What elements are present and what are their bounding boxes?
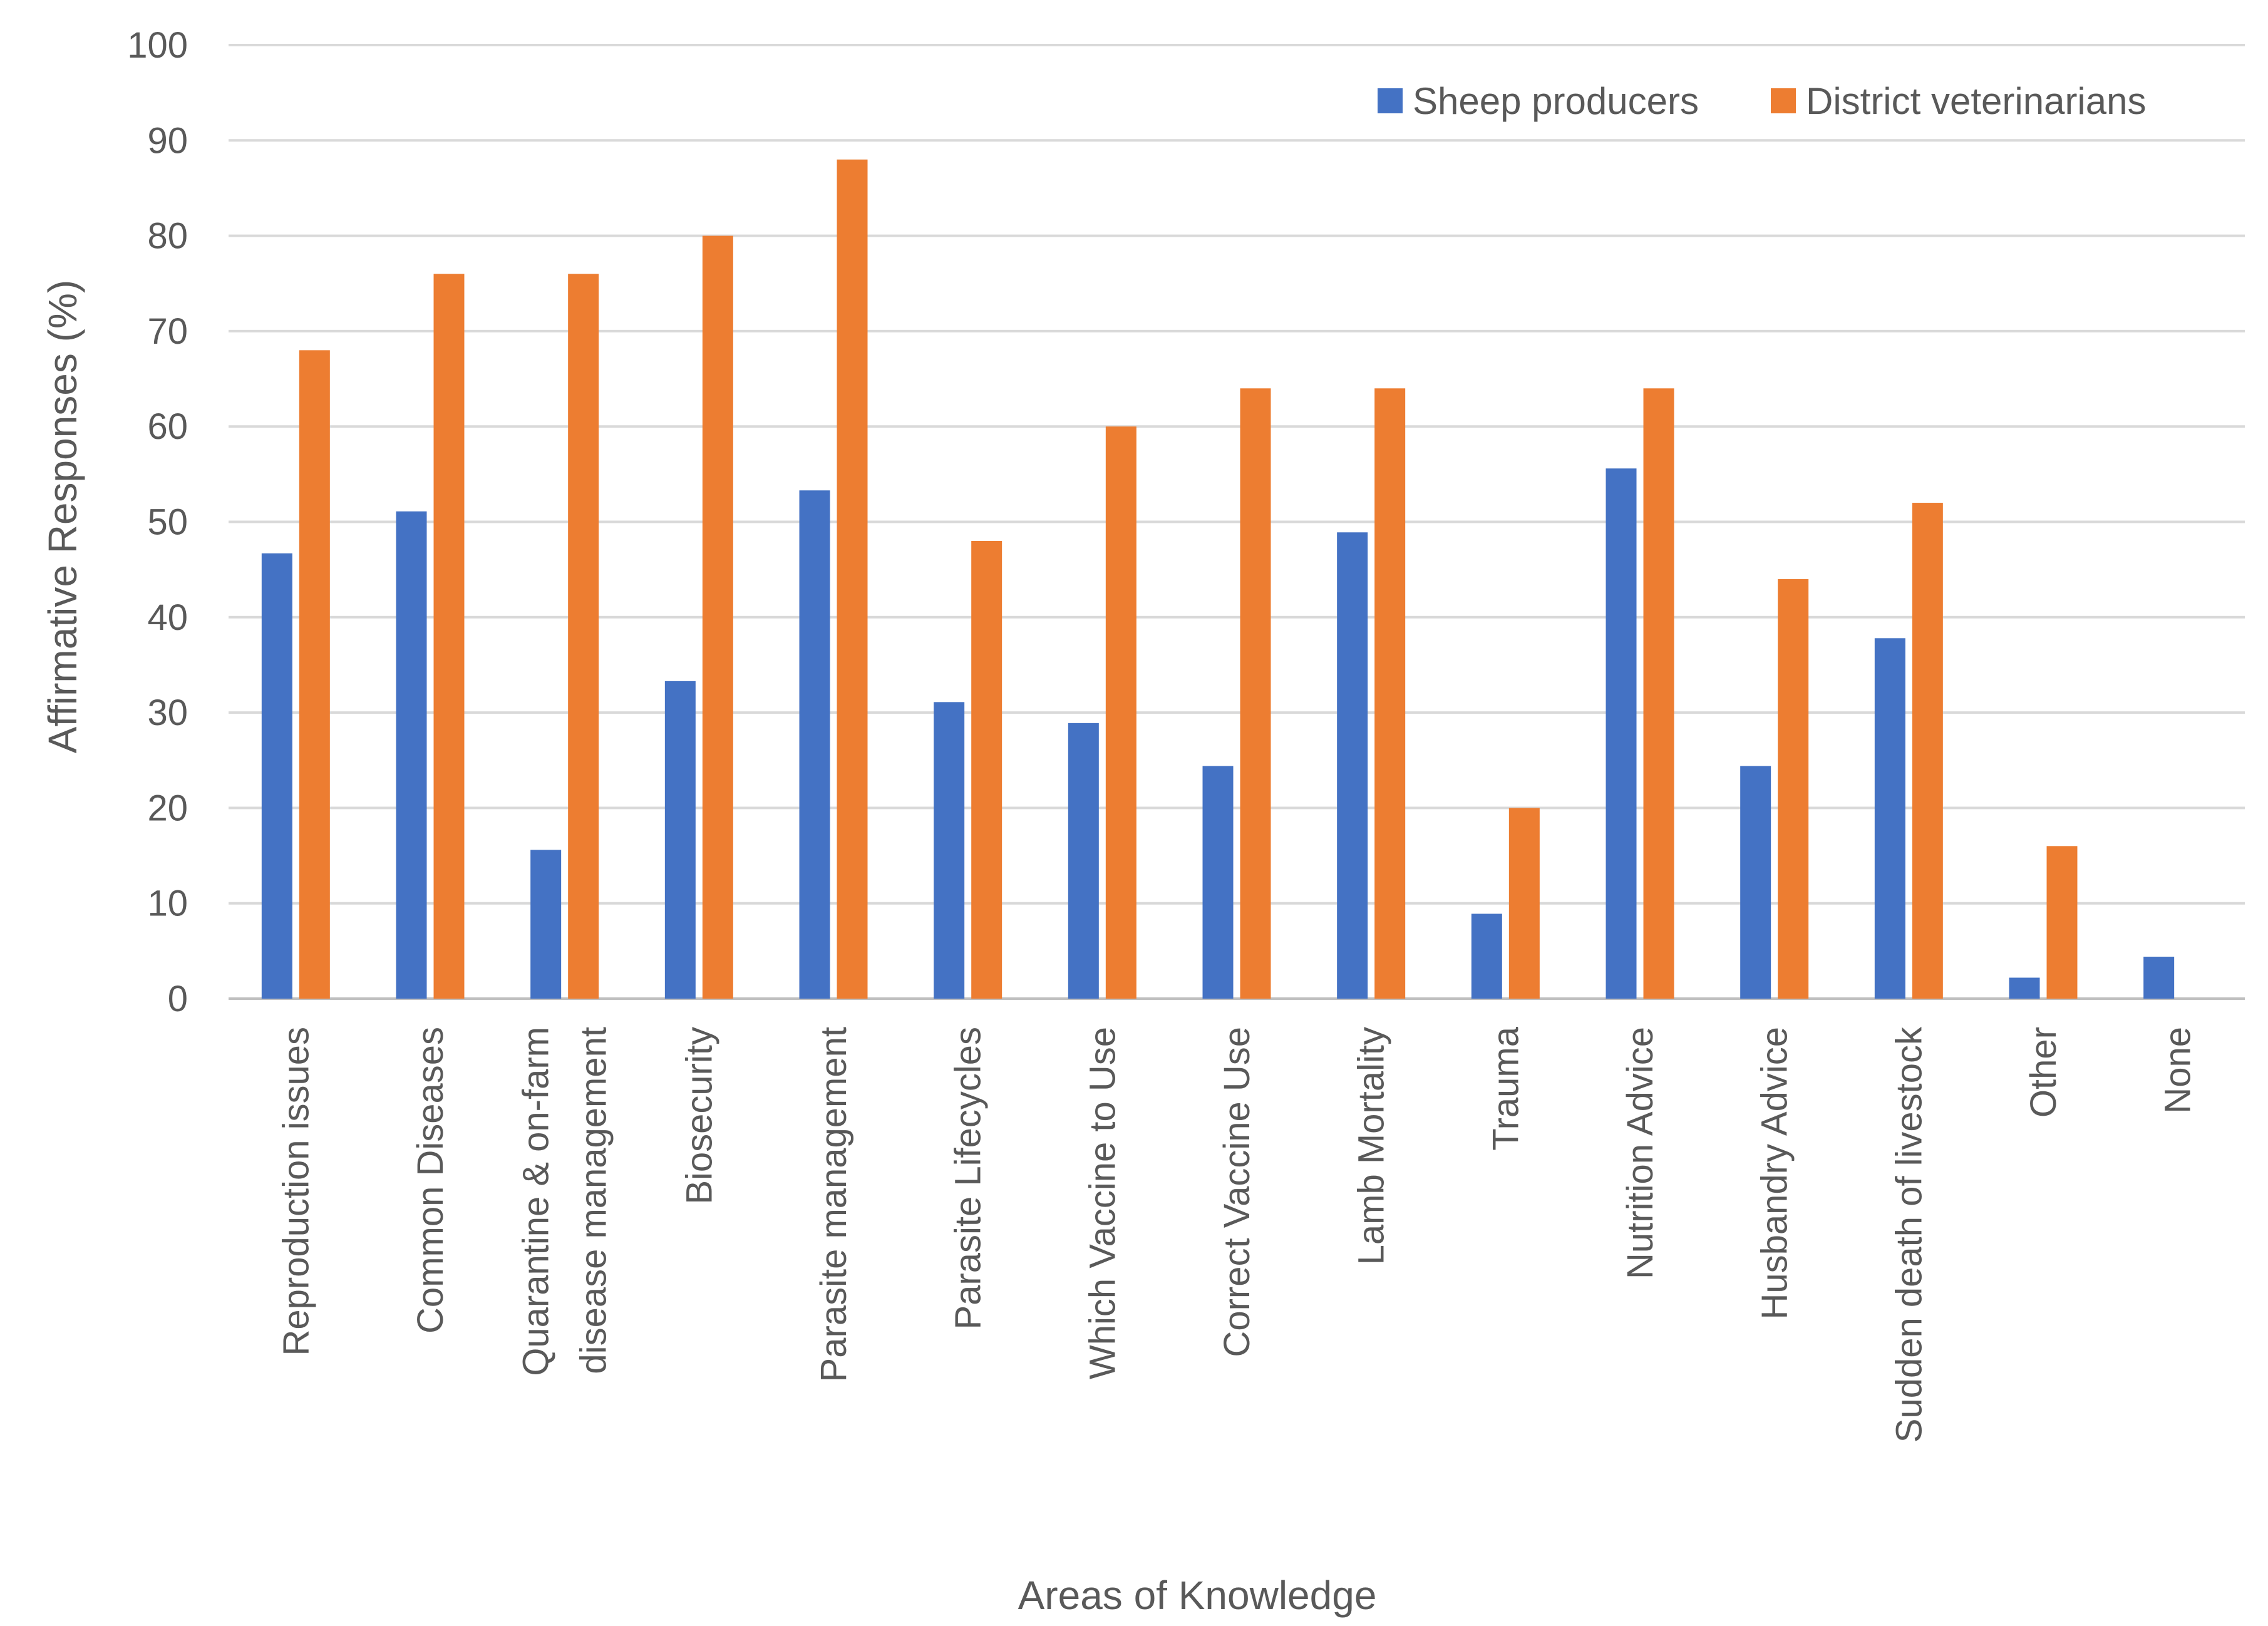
x-category-label-husbandry-advice: Husbandry Advice	[1755, 1027, 1795, 1319]
bar-district-veterinarians-trauma	[1508, 808, 1540, 999]
x-axis-title: Areas of Knowledge	[1018, 1573, 1377, 1618]
y-axis-ticks: 0 10 20 30 40 50 60 70 80 90 100	[127, 25, 188, 1019]
x-category-label-nutrition-advice: Nutrition Advice	[1620, 1027, 1661, 1279]
y-tick-label-30: 30	[147, 692, 188, 733]
bar-district-veterinarians-common-diseases	[433, 274, 465, 999]
legend-label-sheep-producers: Sheep producers	[1413, 80, 1699, 122]
gridlines	[229, 44, 2245, 1000]
y-tick-label-40: 40	[147, 597, 188, 638]
y-tick-label-0: 0	[168, 979, 188, 1019]
bar-district-veterinarians-reproduction-issues	[299, 350, 330, 999]
bar-sheep-producers-which-vaccine-to-use	[1068, 723, 1099, 999]
x-category-label-trauma: Trauma	[1485, 1026, 1526, 1150]
bar-sheep-producers-other	[2009, 977, 2040, 999]
y-tick-label-60: 60	[147, 406, 188, 447]
bar-sheep-producers-correct-vaccine-use	[1202, 766, 1234, 999]
legend-swatch-sheep-producers	[1378, 88, 1403, 113]
y-axis-title: Affirmative Responses (%)	[40, 280, 85, 753]
bar-sheep-producers-parasite-management	[799, 490, 830, 999]
y-tick-label-70: 70	[147, 311, 188, 352]
y-tick-label-50: 50	[147, 502, 188, 543]
legend: Sheep producers District veterinarians	[1378, 80, 2147, 122]
x-category-label-reproduction-issues: Reproduction issues	[276, 1027, 316, 1356]
y-tick-label-20: 20	[147, 788, 188, 828]
bar-sheep-producers-sudden-death-of-livestock	[1874, 638, 1905, 999]
bar-sheep-producers-husbandry-advice	[1740, 766, 1771, 999]
bar-sheep-producers-trauma	[1471, 913, 1502, 999]
bar-district-veterinarians-parasite-management	[837, 159, 868, 999]
y-tick-label-10: 10	[147, 883, 188, 924]
x-category-label-quarantine-and-on-farm-disease-management-line-1: Quarantine & on-farm	[516, 1027, 557, 1376]
x-category-label-parasite-lifecycles: Parasite Lifecycles	[948, 1027, 989, 1330]
x-category-label-which-vaccine-to-use: Which Vaccine to Use	[1082, 1027, 1123, 1379]
bar-district-veterinarians-correct-vaccine-use	[1240, 388, 1271, 999]
x-category-label-biosecurity: Biosecurity	[679, 1027, 719, 1205]
bar-sheep-producers-common-diseases	[396, 511, 427, 999]
x-category-label-none: None	[2158, 1027, 2198, 1114]
x-axis-category-labels: Reproduction issues Common Diseases Quaran…	[276, 1026, 2198, 1443]
x-category-label-other: Other	[2023, 1027, 2064, 1118]
x-category-label-sudden-death-of-livestock: Sudden death of livestock	[1889, 1026, 1929, 1443]
x-category-label-common-diseases: Common Diseases	[410, 1027, 451, 1334]
legend-swatch-district-veterinarians	[1771, 88, 1796, 113]
bar-sheep-producers-biosecurity	[664, 681, 696, 999]
bar-district-veterinarians-which-vaccine-to-use	[1105, 426, 1137, 999]
bar-sheep-producers-nutrition-advice	[1606, 468, 1637, 999]
y-tick-label-100: 100	[127, 25, 188, 66]
bar-district-veterinarians-biosecurity	[702, 235, 733, 999]
y-tick-label-90: 90	[147, 120, 188, 161]
bar-district-veterinarians-sudden-death-of-livestock	[1912, 503, 1943, 999]
x-category-label-parasite-management: Parasite management	[813, 1027, 854, 1382]
x-category-label-quarantine-and-on-farm-disease-management-line-2: disease management	[574, 1027, 614, 1374]
x-category-label-lamb-mortality: Lamb Mortality	[1351, 1027, 1392, 1265]
bar-district-veterinarians-quarantine-and-on-farm-disease-management	[568, 274, 599, 999]
bar-district-veterinarians-nutrition-advice	[1643, 388, 1674, 999]
y-tick-label-80: 80	[147, 216, 188, 257]
bar-district-veterinarians-other	[2046, 846, 2078, 999]
bar-district-veterinarians-husbandry-advice	[1778, 579, 1809, 999]
bar-district-veterinarians-lamb-mortality	[1374, 388, 1406, 999]
bar-sheep-producers-lamb-mortality	[1337, 532, 1368, 999]
bar-district-veterinarians-parasite-lifecycles	[971, 540, 1003, 999]
bar-sheep-producers-none	[2143, 956, 2175, 999]
legend-label-district-veterinarians: District veterinarians	[1806, 80, 2147, 122]
x-category-label-correct-vaccine-use: Correct Vaccine Use	[1217, 1027, 1257, 1357]
bar-sheep-producers-parasite-lifecycles	[934, 702, 965, 999]
bar-sheep-producers-quarantine-and-on-farm-disease-management	[530, 850, 562, 999]
bar-sheep-producers-reproduction-issues	[261, 553, 292, 999]
bars	[261, 159, 2175, 999]
